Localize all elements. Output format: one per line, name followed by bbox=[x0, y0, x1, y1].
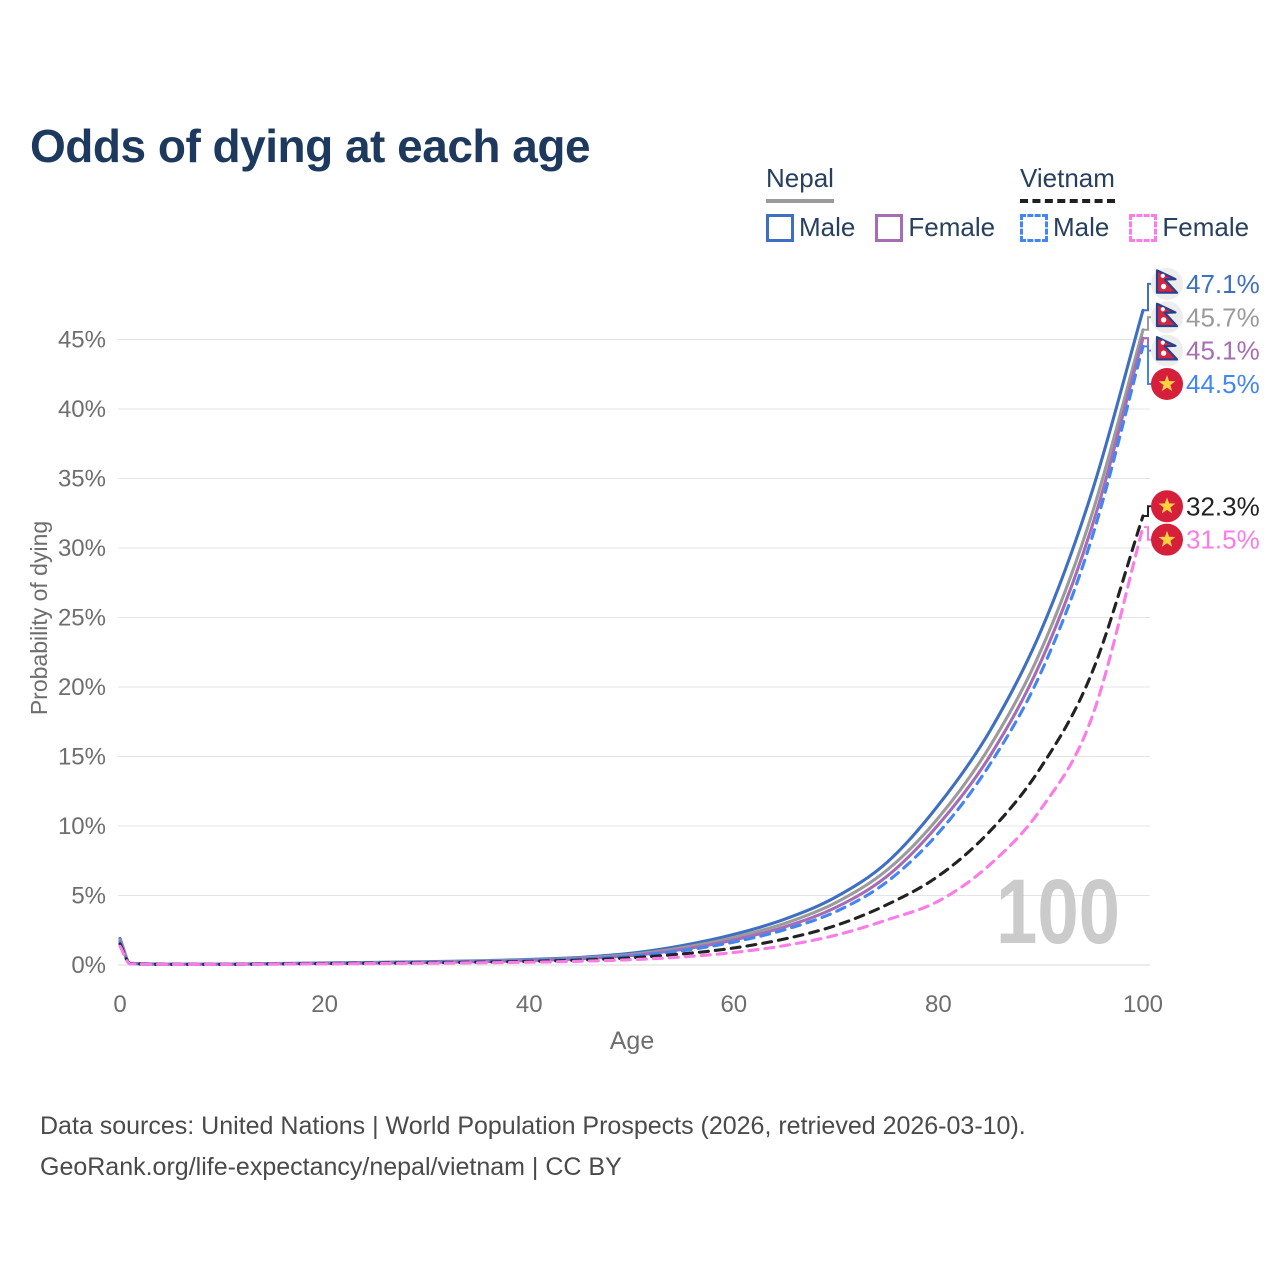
end-value-label-vietnam-male: 44.5% bbox=[1186, 369, 1260, 399]
series-line-nepal-female[interactable] bbox=[118, 336, 1145, 966]
watermark-age: 100 bbox=[996, 861, 1120, 963]
y-tick-label: 35% bbox=[58, 466, 106, 493]
x-tick-label: 20 bbox=[311, 991, 338, 1018]
x-tick-label: 60 bbox=[720, 991, 747, 1018]
end-value-label-nepal-female: 45.1% bbox=[1186, 336, 1260, 366]
legend-label-nepal-female: Female bbox=[908, 212, 996, 242]
legend-group-nepal: Nepal Male Female bbox=[766, 163, 995, 243]
end-value-label-nepal-total: 45.7% bbox=[1186, 302, 1260, 332]
end-value-label-nepal-male: 47.1% bbox=[1186, 269, 1260, 299]
x-tick-label: 100 bbox=[1123, 991, 1163, 1018]
nepal-flag-icon bbox=[1151, 267, 1183, 300]
label-connector-vietnam-male bbox=[1144, 345, 1151, 385]
nepal-flag-icon bbox=[1151, 334, 1183, 367]
legend-item-vietnam-male[interactable]: Male bbox=[1020, 212, 1109, 243]
legend-label-vietnam-male: Male bbox=[1053, 212, 1110, 242]
y-tick-label: 45% bbox=[58, 327, 106, 354]
y-axis-title: Probability of dying bbox=[26, 521, 52, 715]
vietnam-male-swatch-icon bbox=[1020, 213, 1048, 242]
series-line-vietnam-male[interactable] bbox=[118, 344, 1145, 966]
footer-data-sources: Data sources: United Nations | World Pop… bbox=[40, 1112, 1026, 1140]
vietnam-flag-icon bbox=[1151, 367, 1183, 400]
y-tick-label: 5% bbox=[71, 883, 106, 910]
footer-attribution-link[interactable]: GeoRank.org/life-expectancy/nepal/vietna… bbox=[40, 1153, 622, 1181]
x-tick-label: 80 bbox=[925, 991, 952, 1018]
legend-item-vietnam-female[interactable]: Female bbox=[1129, 212, 1249, 243]
series-line-vietnam-total[interactable] bbox=[118, 514, 1145, 966]
end-value-label-vietnam-total: 32.3% bbox=[1186, 491, 1260, 521]
legend-label-nepal-male: Male bbox=[799, 212, 856, 242]
vietnam-female-swatch-icon bbox=[1129, 213, 1158, 242]
legend-group-vietnam: Vietnam Male Female bbox=[1020, 163, 1249, 243]
label-connector-vietnam-total bbox=[1144, 505, 1151, 517]
y-tick-label: 10% bbox=[58, 813, 106, 840]
y-tick-label: 20% bbox=[58, 674, 106, 701]
y-tick-label: 15% bbox=[58, 744, 106, 771]
series-line-vietnam-female[interactable] bbox=[118, 525, 1145, 966]
x-tick-label: 40 bbox=[516, 991, 543, 1018]
y-tick-label: 40% bbox=[58, 396, 106, 423]
legend-row-nepal: Male Female bbox=[766, 212, 995, 243]
legend-country-nepal[interactable]: Nepal bbox=[766, 163, 834, 203]
nepal-flag-icon bbox=[1151, 301, 1183, 334]
label-connector-vietnam-female bbox=[1144, 526, 1151, 541]
vietnam-flag-icon bbox=[1151, 523, 1183, 556]
y-tick-label: 0% bbox=[71, 952, 106, 979]
footer: Data sources: United Nations | World Pop… bbox=[40, 1106, 1026, 1188]
legend-row-vietnam: Male Female bbox=[1020, 212, 1249, 243]
x-axis-title: Age bbox=[610, 1027, 654, 1055]
y-tick-label: 30% bbox=[58, 535, 106, 562]
x-tick-label: 0 bbox=[113, 991, 126, 1018]
nepal-male-swatch-icon bbox=[766, 213, 794, 242]
vietnam-flag-icon bbox=[1151, 490, 1183, 523]
y-tick-label: 25% bbox=[58, 605, 106, 632]
nepal-female-swatch-icon bbox=[875, 213, 904, 242]
label-connector-nepal-female bbox=[1144, 337, 1151, 352]
legend-item-nepal-female[interactable]: Female bbox=[875, 212, 995, 243]
label-connector-nepal-total bbox=[1144, 316, 1151, 331]
label-connector-nepal-male bbox=[1144, 282, 1151, 312]
end-value-label-vietnam-female: 31.5% bbox=[1186, 525, 1260, 555]
chart-title: Odds of dying at each age bbox=[30, 119, 591, 172]
legend-label-vietnam-female: Female bbox=[1162, 212, 1250, 242]
series-line-nepal-total[interactable] bbox=[118, 328, 1145, 966]
legend-country-vietnam[interactable]: Vietnam bbox=[1020, 163, 1115, 203]
legend-item-nepal-male[interactable]: Male bbox=[766, 212, 855, 243]
